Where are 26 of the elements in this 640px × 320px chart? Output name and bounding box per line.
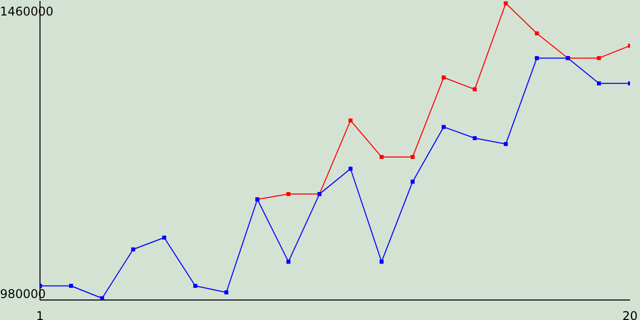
- point: [286, 192, 290, 196]
- point: [224, 290, 228, 294]
- point: [193, 284, 198, 288]
- point: [504, 1, 508, 6]
- point: [472, 136, 477, 140]
- x-tick-label: 1: [36, 309, 44, 320]
- point: [534, 31, 539, 36]
- point: [286, 260, 290, 264]
- point: [472, 87, 477, 92]
- point: [534, 56, 539, 60]
- point: [596, 56, 601, 60]
- point: [410, 180, 415, 184]
- point: [131, 247, 136, 252]
- point: [100, 296, 104, 300]
- point: [442, 124, 446, 129]
- point: [380, 260, 384, 264]
- point: [410, 154, 415, 159]
- point: [162, 236, 166, 240]
- x-tick-label: 20: [622, 309, 638, 320]
- point: [504, 142, 508, 146]
- point: [380, 154, 384, 159]
- point: [596, 81, 601, 86]
- point: [348, 118, 353, 122]
- point: [69, 284, 74, 288]
- point: [442, 76, 446, 80]
- point: [348, 166, 353, 171]
